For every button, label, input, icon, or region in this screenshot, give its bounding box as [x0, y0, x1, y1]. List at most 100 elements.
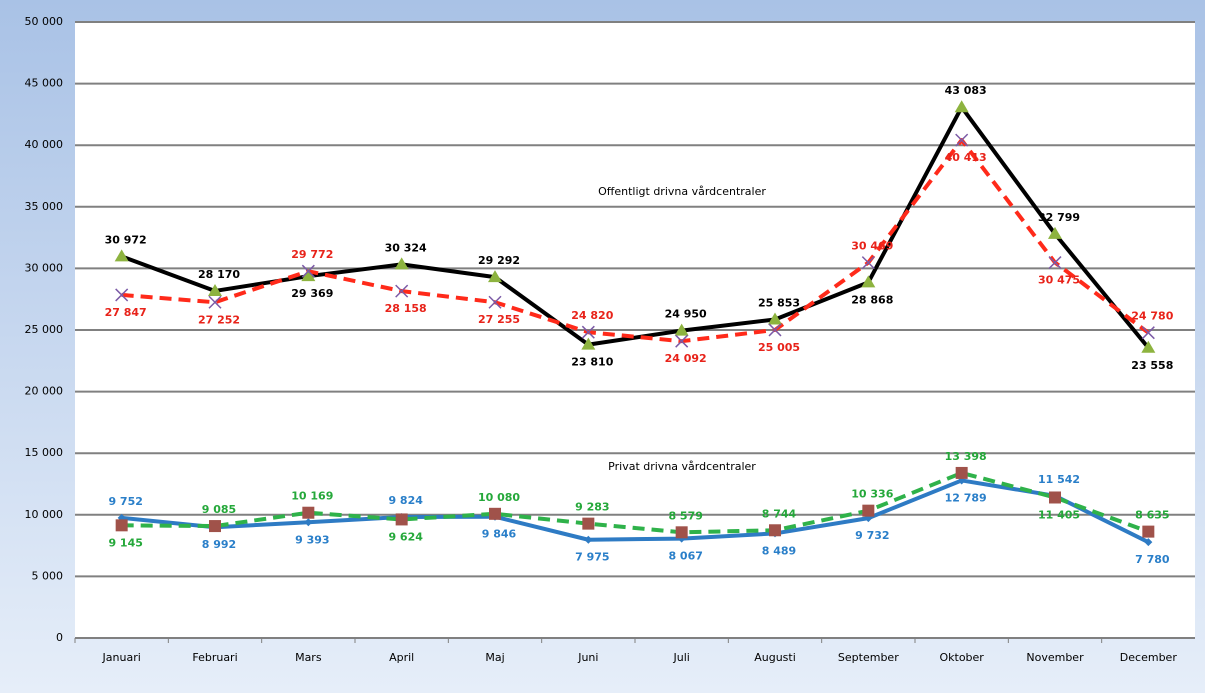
- marker: [489, 507, 501, 520]
- x-tick-label: Oktober: [939, 651, 984, 664]
- data-label: 40 413: [945, 151, 987, 164]
- x-tick-label: Januari: [102, 651, 141, 664]
- data-label: 9 393: [295, 533, 329, 546]
- data-label: 23 810: [571, 356, 613, 369]
- marker: [1049, 491, 1061, 504]
- data-label: 9 624: [388, 530, 423, 543]
- annotation: Privat drivna vårdcentraler: [608, 460, 756, 473]
- data-label: 8 489: [762, 544, 796, 557]
- data-label: 8 067: [668, 550, 702, 563]
- marker: [488, 270, 502, 283]
- x-tick-label: Maj: [485, 651, 504, 664]
- marker: [954, 100, 969, 113]
- marker: [301, 269, 316, 282]
- marker: [115, 288, 129, 302]
- y-tick-label: 40 000: [25, 138, 64, 151]
- y-tick-label: 30 000: [25, 261, 64, 274]
- marker: [395, 513, 408, 526]
- data-label: 30 972: [105, 233, 147, 246]
- marker: [584, 535, 593, 544]
- data-label: 24 092: [665, 352, 707, 365]
- data-label: 24 780: [1131, 310, 1173, 323]
- x-tick-label: December: [1120, 651, 1178, 664]
- marker: [1141, 326, 1155, 340]
- data-label: 27 252: [198, 313, 240, 326]
- marker: [208, 295, 222, 309]
- data-label: 10 336: [851, 488, 893, 501]
- marker: [301, 264, 315, 278]
- data-label: 11 405: [1038, 508, 1080, 521]
- data-label: 24 820: [571, 309, 613, 322]
- marker: [394, 257, 409, 270]
- data-label: 8 744: [762, 507, 797, 520]
- data-label: 13 398: [945, 450, 987, 463]
- marker: [395, 284, 409, 298]
- marker: [209, 520, 221, 533]
- data-label: 43 083: [945, 84, 987, 97]
- data-label: 10 169: [291, 490, 333, 503]
- marker: [955, 466, 968, 479]
- x-tick-label: November: [1026, 651, 1084, 664]
- y-tick-label: 25 000: [25, 323, 64, 336]
- data-label: 9 145: [108, 536, 142, 549]
- data-label: 25 853: [758, 296, 800, 309]
- marker: [582, 517, 595, 530]
- marker: [304, 518, 313, 527]
- data-label: 7 975: [575, 551, 609, 564]
- marker: [862, 504, 875, 517]
- data-label: 28 170: [198, 268, 240, 281]
- data-label: 9 824: [388, 494, 423, 507]
- marker: [674, 323, 689, 336]
- data-label: 29 772: [291, 248, 333, 261]
- data-label: 27 255: [478, 313, 520, 326]
- y-tick-label: 10 000: [25, 508, 64, 521]
- data-label: 29 369: [291, 287, 333, 300]
- marker: [302, 506, 315, 519]
- marker: [581, 337, 596, 350]
- y-tick-label: 5 000: [32, 569, 64, 582]
- marker: [115, 519, 128, 532]
- annotation: Offentligt drivna vårdcentraler: [598, 185, 766, 198]
- data-label: 29 292: [478, 254, 520, 267]
- marker: [1142, 525, 1155, 538]
- data-label: 12 789: [945, 491, 987, 504]
- marker: [1141, 340, 1156, 353]
- data-label: 8 992: [202, 538, 236, 551]
- data-label: 9 752: [108, 495, 142, 508]
- y-tick-label: 15 000: [25, 446, 64, 459]
- marker: [488, 295, 502, 309]
- marker: [955, 133, 969, 147]
- data-label: 32 799: [1038, 211, 1080, 224]
- data-label: 28 868: [851, 293, 893, 306]
- x-tick-label: Februari: [192, 651, 237, 664]
- data-label: 30 475: [1038, 274, 1080, 287]
- data-label: 30 324: [385, 241, 427, 254]
- data-label: 24 950: [665, 308, 707, 321]
- x-tick-label: Mars: [295, 651, 322, 664]
- marker: [675, 526, 688, 539]
- marker: [208, 283, 222, 296]
- series-line: [121, 478, 1150, 544]
- marker: [861, 275, 876, 288]
- x-tick-label: Augusti: [754, 651, 796, 664]
- marker: [1048, 256, 1062, 270]
- y-tick-label: 50 000: [25, 15, 64, 28]
- series-line: [120, 105, 1150, 350]
- y-tick-label: 35 000: [25, 200, 64, 213]
- marker: [1144, 538, 1153, 547]
- data-label: 10 080: [478, 491, 520, 504]
- data-label: 8 579: [668, 509, 702, 522]
- marker: [768, 323, 782, 337]
- marker: [768, 312, 782, 325]
- marker: [581, 325, 595, 339]
- y-tick-label: 45 000: [25, 77, 64, 90]
- series-line: [121, 470, 1150, 535]
- data-label: 9 732: [855, 529, 889, 542]
- data-label: 30 469: [851, 240, 893, 253]
- data-label: 27 847: [105, 306, 147, 319]
- x-tick-label: April: [389, 651, 414, 664]
- data-label: 25 005: [758, 341, 800, 354]
- data-label: 9 846: [482, 528, 517, 541]
- series-line: [121, 138, 1150, 344]
